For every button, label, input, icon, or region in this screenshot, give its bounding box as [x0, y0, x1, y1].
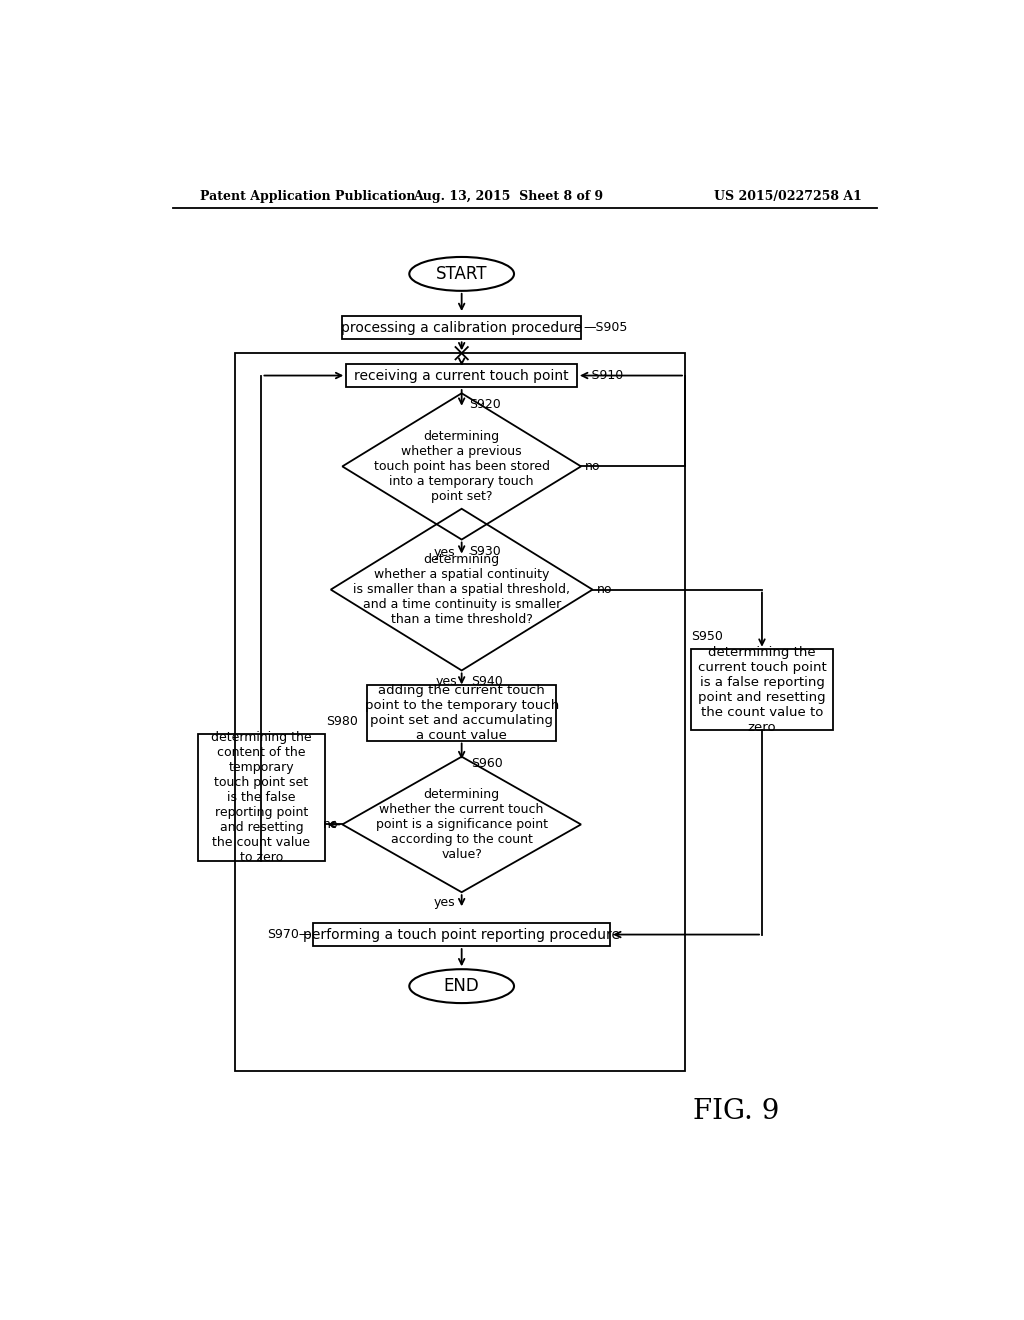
Text: S950: S950 — [691, 631, 723, 644]
Text: —S905: —S905 — [584, 321, 628, 334]
Text: S970—: S970— — [267, 928, 311, 941]
Text: S920: S920 — [469, 397, 501, 411]
Text: yes: yes — [435, 675, 457, 688]
Text: Aug. 13, 2015  Sheet 8 of 9: Aug. 13, 2015 Sheet 8 of 9 — [413, 190, 603, 203]
Text: adding the current touch
point to the temporary touch
point set and accumulating: adding the current touch point to the te… — [365, 684, 559, 742]
Text: —S910: —S910 — [580, 370, 624, 381]
Text: no: no — [596, 583, 612, 597]
Text: determining
whether a spatial continuity
is smaller than a spatial threshold,
an: determining whether a spatial continuity… — [353, 553, 570, 626]
Text: receiving a current touch point: receiving a current touch point — [354, 368, 569, 383]
Bar — [313, 923, 610, 946]
Text: US 2015/0227258 A1: US 2015/0227258 A1 — [714, 190, 862, 203]
Bar — [198, 734, 325, 861]
Text: END: END — [443, 977, 479, 995]
Text: S980: S980 — [326, 715, 358, 729]
Text: yes: yes — [434, 545, 456, 558]
Text: yes: yes — [434, 896, 456, 909]
Text: S940: S940 — [471, 675, 503, 688]
Text: Patent Application Publication: Patent Application Publication — [200, 190, 416, 203]
Text: no: no — [323, 818, 339, 832]
Text: S930: S930 — [469, 545, 501, 558]
Text: START: START — [436, 265, 487, 282]
Text: no: no — [585, 459, 600, 473]
Text: determining the
content of the
temporary
touch point set
is the false
reporting : determining the content of the temporary… — [211, 731, 311, 865]
Text: performing a touch point reporting procedure: performing a touch point reporting proce… — [303, 928, 621, 941]
Text: S960: S960 — [471, 758, 503, 771]
Text: determining the
current touch point
is a false reporting
point and resetting
the: determining the current touch point is a… — [697, 645, 826, 734]
Bar — [346, 364, 578, 387]
Bar — [691, 649, 834, 730]
Text: FIG. 9: FIG. 9 — [692, 1098, 779, 1125]
Text: determining
whether a previous
touch point has been stored
into a temporary touc: determining whether a previous touch poi… — [374, 430, 550, 503]
Text: processing a calibration procedure: processing a calibration procedure — [341, 321, 583, 335]
Bar — [368, 685, 556, 741]
Bar — [342, 317, 581, 339]
Bar — [234, 354, 685, 1071]
Text: determining
whether the current touch
point is a significance point
according to: determining whether the current touch po… — [376, 788, 548, 861]
